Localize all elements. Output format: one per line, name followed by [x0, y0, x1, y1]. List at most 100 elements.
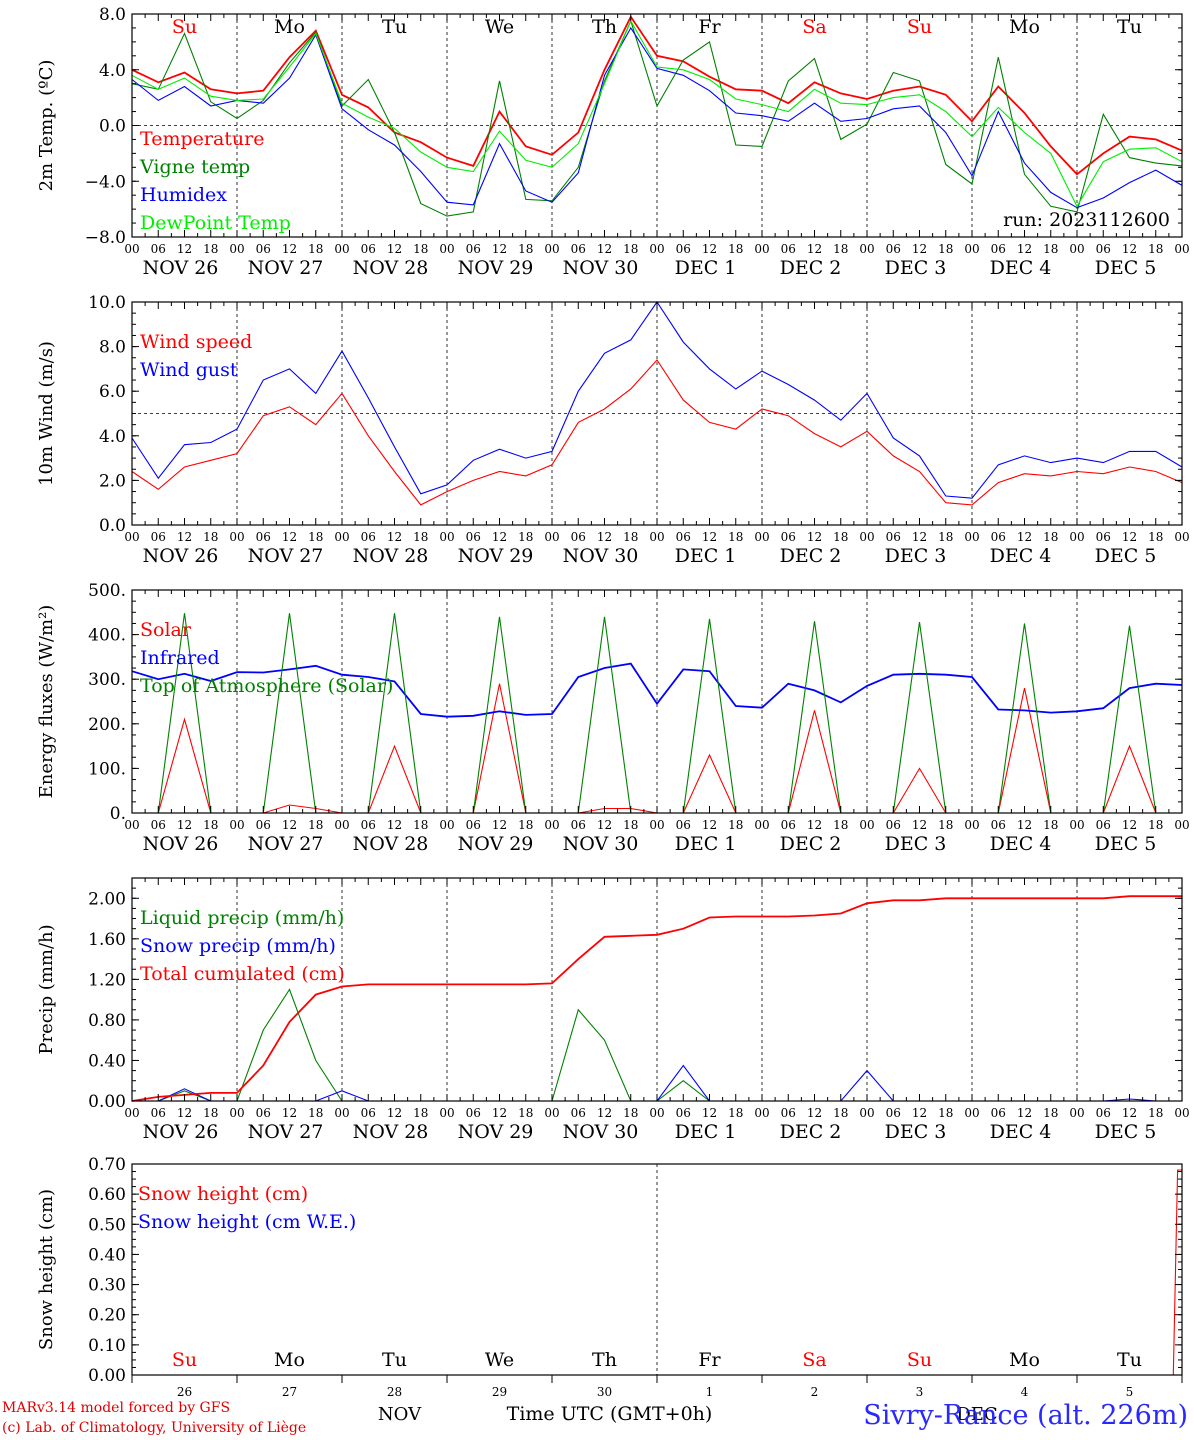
hour-tick-label: 00	[334, 242, 349, 256]
hour-tick-label: 12	[702, 242, 717, 256]
y-tick-label: 2.0	[99, 471, 126, 491]
date-label: DEC 1	[675, 545, 737, 567]
hour-tick-label: 12	[492, 818, 507, 832]
hour-tick-label: 12	[387, 818, 402, 832]
hour-tick-label: 18	[1148, 1106, 1163, 1120]
hour-tick-label: 00	[1069, 1106, 1084, 1120]
hour-tick-label: 12	[282, 1106, 297, 1120]
hour-tick-label: 06	[781, 1106, 796, 1120]
hour-tick-label: 18	[518, 818, 533, 832]
hour-tick-label: 12	[282, 242, 297, 256]
date-label: NOV 28	[353, 833, 429, 855]
weekday-label: Th	[592, 16, 617, 38]
series-line	[131, 895, 1182, 1102]
hour-tick-label: 00	[544, 818, 559, 832]
y-tick-label: 8.0	[99, 338, 126, 358]
month-label: NOV	[378, 1404, 422, 1425]
date-label: DEC 5	[1095, 257, 1157, 279]
y-tick-label: 1.60	[88, 930, 126, 950]
date-label: NOV 30	[563, 833, 639, 855]
hour-tick-label: 06	[991, 1106, 1006, 1120]
day-number-label: 26	[177, 1385, 192, 1399]
legend-entry: Infrared	[140, 647, 220, 669]
y-axis-label: 2m Temp. (ºC)	[36, 60, 57, 192]
hour-tick-label: 12	[282, 530, 297, 544]
hour-tick-label: 06	[571, 1106, 586, 1120]
hour-tick-label: 00	[439, 530, 454, 544]
hour-tick-label: 18	[938, 1106, 953, 1120]
date-label: NOV 30	[563, 257, 639, 279]
hour-tick-label: 12	[387, 530, 402, 544]
hour-tick-label: 00	[544, 1106, 559, 1120]
hour-tick-label: 18	[728, 242, 743, 256]
legend-entry: Liquid precip (mm/h)	[140, 907, 344, 929]
hour-tick-label: 12	[702, 1106, 717, 1120]
date-label: NOV 26	[143, 833, 219, 855]
date-label: DEC 4	[990, 1121, 1052, 1143]
y-tick-label: 0.0	[99, 516, 126, 536]
hour-tick-label: 06	[676, 1106, 691, 1120]
hour-tick-label: 06	[151, 1106, 166, 1120]
series-line	[131, 359, 1183, 506]
date-label: DEC 5	[1095, 833, 1157, 855]
hour-tick-label: 00	[334, 1106, 349, 1120]
hour-tick-label: 18	[1148, 242, 1163, 256]
hour-tick-label: 00	[964, 1106, 979, 1120]
legend-entry: Snow precip (mm/h)	[140, 935, 336, 957]
date-label: DEC 5	[1095, 545, 1157, 567]
hour-tick-label: 18	[518, 242, 533, 256]
hour-tick-label: 18	[308, 530, 323, 544]
panel-2	[131, 301, 1183, 526]
y-tick-label: 0.30	[88, 1276, 126, 1296]
hour-tick-label: 00	[124, 530, 139, 544]
hour-tick-label: 18	[308, 818, 323, 832]
hour-tick-label: 00	[124, 242, 139, 256]
panel-5	[131, 1163, 1183, 1383]
hour-tick-label: 06	[256, 1106, 271, 1120]
hour-tick-label: 00	[649, 1106, 664, 1120]
hour-tick-label: 06	[676, 818, 691, 832]
weekday-label: Mo	[274, 1349, 305, 1371]
y-axis-label: Energy fluxes (W/m²)	[36, 605, 57, 799]
hour-tick-label: 18	[833, 530, 848, 544]
date-label: NOV 29	[458, 545, 534, 567]
date-label: NOV 29	[458, 1121, 534, 1143]
legend-entry: Wind gust	[140, 359, 238, 381]
hour-tick-label: 00	[754, 242, 769, 256]
hour-tick-label: 00	[649, 530, 664, 544]
hour-tick-label: 06	[676, 242, 691, 256]
series-line	[131, 662, 1183, 718]
legend-entry: Vigne temp	[139, 156, 250, 178]
weekday-label: Su	[907, 1349, 932, 1371]
hour-tick-label: 06	[991, 242, 1006, 256]
y-tick-label: 0.00	[88, 1366, 126, 1386]
hour-tick-label: 00	[964, 818, 979, 832]
hour-tick-label: 00	[334, 818, 349, 832]
hour-tick-label: 00	[754, 1106, 769, 1120]
hour-tick-label: 06	[466, 818, 481, 832]
hour-tick-label: 18	[203, 1106, 218, 1120]
hour-tick-label: 12	[1122, 242, 1137, 256]
hour-tick-label: 06	[256, 242, 271, 256]
hour-tick-label: 18	[623, 818, 638, 832]
date-label: DEC 4	[990, 833, 1052, 855]
hour-tick-label: 00	[859, 242, 874, 256]
hour-tick-label: 06	[886, 818, 901, 832]
day-number-label: 27	[282, 1385, 297, 1399]
hour-tick-label: 18	[203, 530, 218, 544]
y-tick-label: 10.0	[88, 293, 126, 313]
hour-tick-label: 12	[597, 1106, 612, 1120]
y-tick-label: 0.0	[99, 117, 126, 137]
hour-tick-label: 18	[413, 530, 428, 544]
y-tick-label: 0.50	[88, 1215, 126, 1235]
hour-tick-label: 12	[492, 242, 507, 256]
legend-entry: Temperature	[140, 128, 264, 150]
legend-entry: Humidex	[140, 184, 227, 206]
day-number-label: 3	[916, 1385, 924, 1399]
date-label: NOV 27	[248, 257, 324, 279]
hour-tick-label: 12	[597, 530, 612, 544]
hour-tick-label: 00	[754, 818, 769, 832]
hour-tick-label: 12	[807, 242, 822, 256]
hour-tick-label: 00	[124, 1106, 139, 1120]
hour-tick-label: 18	[1148, 818, 1163, 832]
